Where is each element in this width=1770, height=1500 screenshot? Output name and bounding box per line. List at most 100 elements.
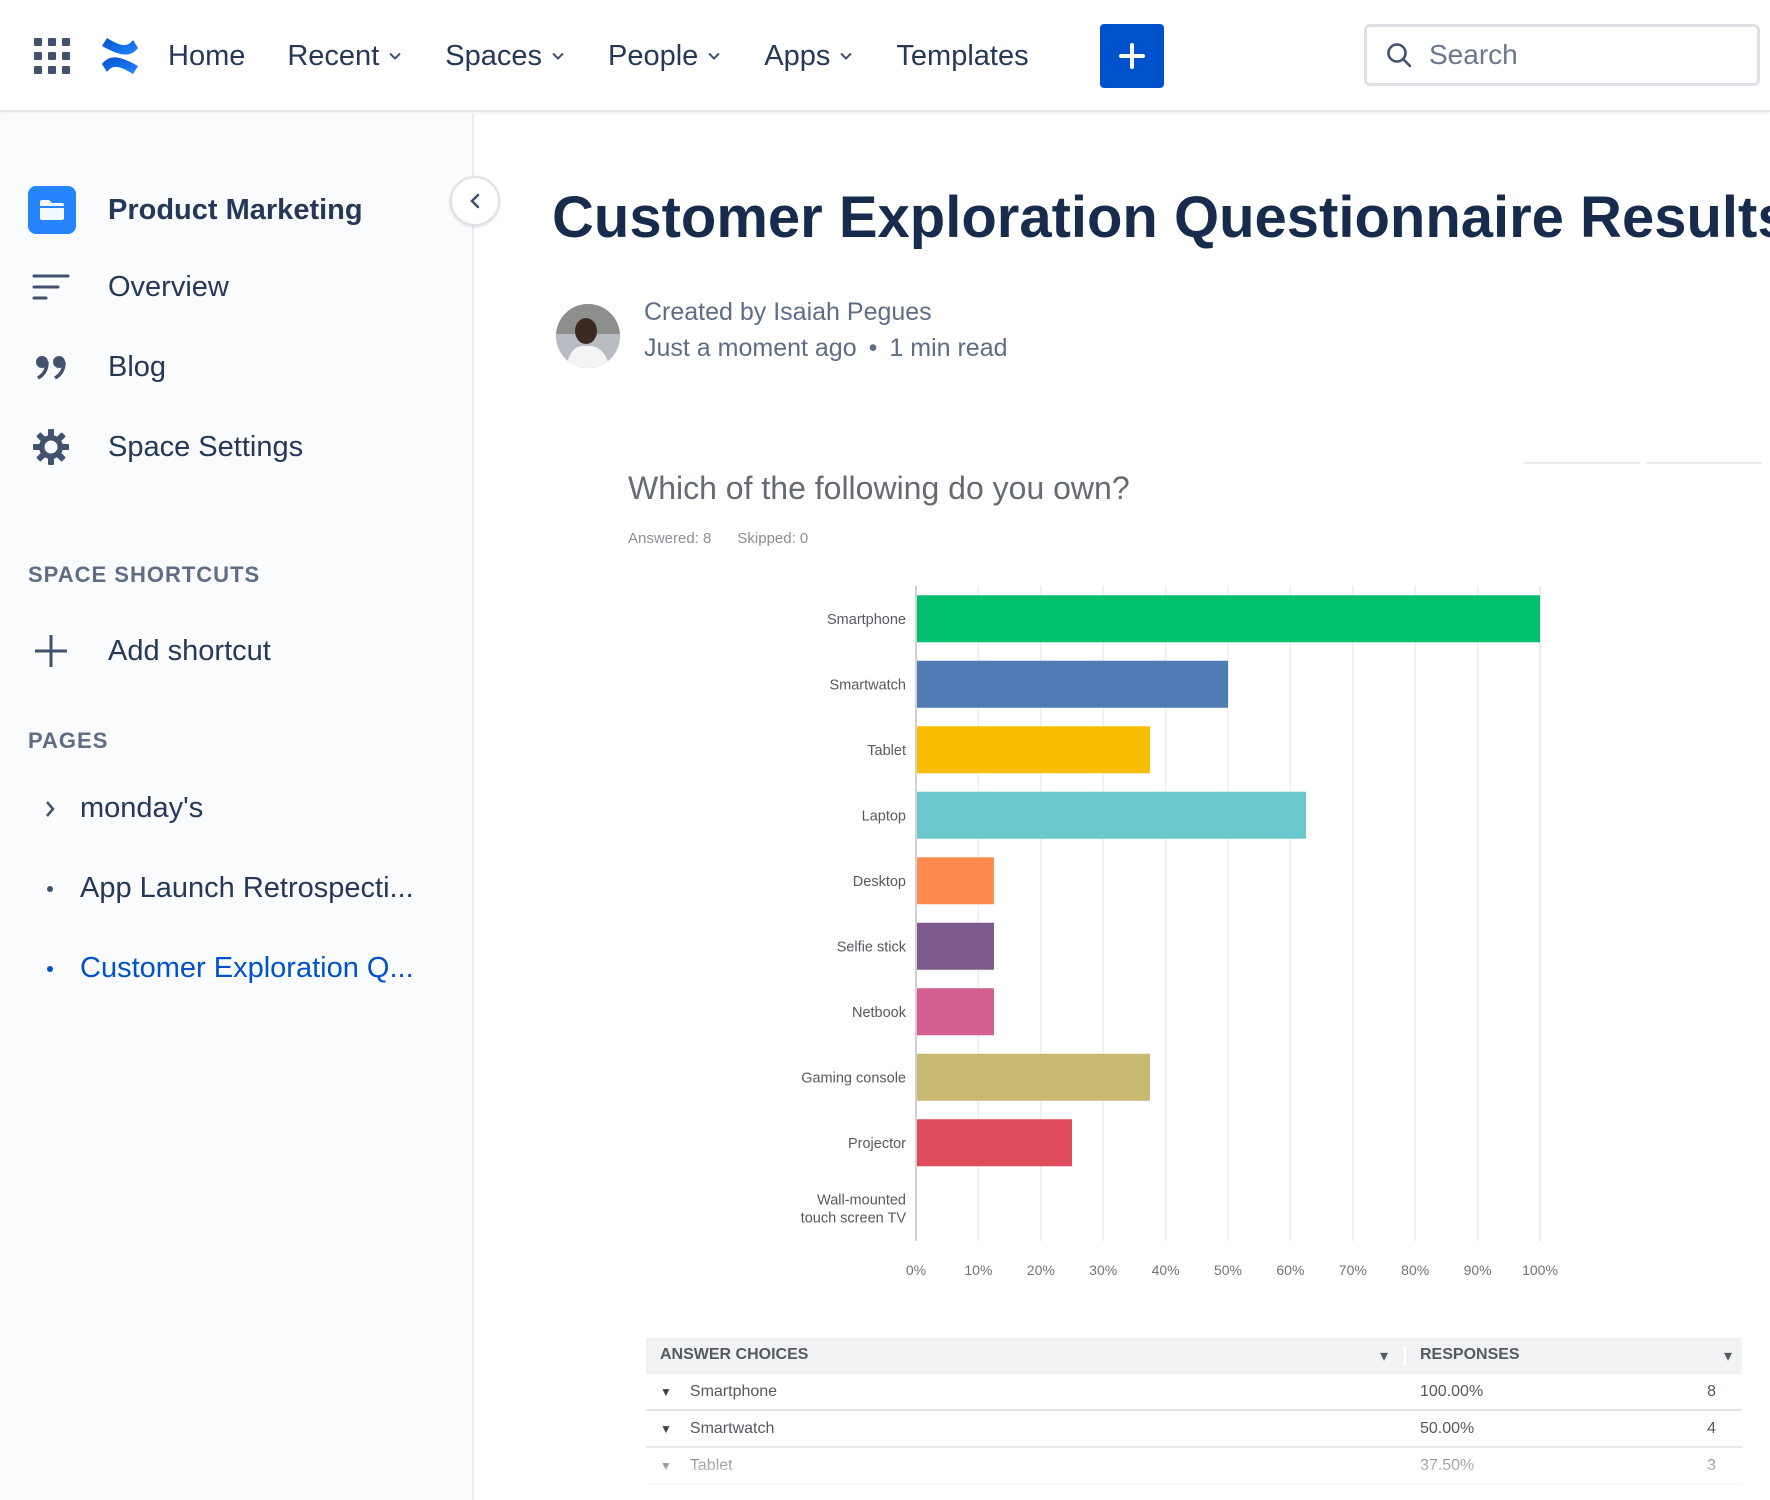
- chevron-down-icon: [552, 52, 564, 60]
- space-shortcuts-heading: SPACE SHORTCUTS: [28, 562, 261, 587]
- x-tick-label: 60%: [1276, 1262, 1304, 1278]
- x-tick-label: 50%: [1214, 1262, 1242, 1278]
- read-time: 1 min read: [889, 334, 1008, 362]
- category-label: Smartwatch: [829, 677, 906, 693]
- search-box[interactable]: [1364, 24, 1760, 86]
- x-tick-label: 80%: [1401, 1262, 1429, 1278]
- category-label: Gaming console: [801, 1070, 906, 1086]
- table-header: ANSWER CHOICES ▾ RESPONSES ▾: [646, 1338, 1742, 1374]
- bullet-icon: [40, 965, 60, 972]
- expand-caret-icon[interactable]: ▼: [660, 1384, 672, 1399]
- skipped-count: Skipped: 0: [737, 530, 809, 547]
- page-item-label: App Launch Retrospecti...: [80, 872, 414, 904]
- chevron-down-icon: [708, 52, 721, 60]
- responses-header[interactable]: RESPONSES ▾: [1406, 1346, 1742, 1366]
- plus-icon: [1119, 43, 1145, 69]
- search-input[interactable]: [1429, 39, 1729, 71]
- bar-laptop: [917, 791, 1306, 839]
- sort-caret-icon: ▾: [1723, 1348, 1732, 1365]
- app-switcher-icon[interactable]: [34, 38, 70, 74]
- response-percent: 50.00%: [1420, 1419, 1475, 1437]
- nav-recent-label: Recent: [287, 39, 380, 72]
- chevron-down-icon: [840, 52, 853, 60]
- page-item-app-launch-retrospective[interactable]: App Launch Retrospecti...: [40, 872, 414, 905]
- sidebar: Product Marketing Overview Blog: [0, 114, 474, 1500]
- confluence-logo-icon[interactable]: [98, 34, 142, 78]
- response-count: 8: [1707, 1382, 1716, 1400]
- sidebar-item-label: Blog: [108, 350, 167, 383]
- nav-apps[interactable]: Apps: [764, 40, 854, 73]
- bar-selfie-stick: [917, 922, 994, 970]
- table-row: ▼ Smartphone 100.00% 8: [646, 1374, 1742, 1411]
- space-name: Product Marketing: [108, 193, 363, 226]
- chevron-right-icon[interactable]: [40, 799, 60, 819]
- nav-recent[interactable]: Recent: [287, 40, 403, 73]
- responses-header-label: RESPONSES: [1420, 1346, 1520, 1363]
- nav-home[interactable]: Home: [168, 40, 245, 73]
- gear-icon: [30, 426, 72, 468]
- folder-icon: [40, 200, 64, 220]
- x-tick-label: 30%: [1089, 1262, 1117, 1278]
- answer-choice-cell: ▼ Smartphone: [646, 1383, 1406, 1401]
- page-item-label: Customer Exploration Q...: [80, 952, 414, 984]
- plus-icon: [30, 630, 72, 672]
- bar-gaming-console: [917, 1053, 1150, 1101]
- x-tick-label: 0%: [906, 1262, 926, 1278]
- nav-apps-label: Apps: [764, 39, 831, 72]
- category-label: Tablet: [867, 743, 906, 759]
- sidebar-item-blog[interactable]: Blog: [30, 346, 166, 388]
- survey-stats: Answered: 8 Skipped: 0: [628, 530, 834, 547]
- answered-count: Answered: 8: [628, 530, 712, 547]
- category-label: Laptop: [862, 808, 906, 824]
- page-item-customer-exploration[interactable]: Customer Exploration Q...: [40, 952, 414, 985]
- x-tick-label: 40%: [1152, 1262, 1180, 1278]
- survey-question: Which of the following do you own?: [628, 470, 1130, 506]
- nav-templates-label: Templates: [896, 39, 1029, 72]
- bar-smartwatch: [917, 660, 1228, 708]
- page-title: Customer Exploration Questionnaire Resul…: [552, 185, 1770, 250]
- nav-spaces[interactable]: Spaces: [445, 40, 566, 73]
- category-label: Wall-mounted touch screen TV: [801, 1192, 907, 1226]
- page-item-label: monday's: [80, 792, 204, 824]
- add-shortcut-button[interactable]: Add shortcut: [30, 630, 271, 672]
- top-navigation: Home Recent Spaces People Apps Templates: [0, 0, 1770, 112]
- bar-netbook: [917, 988, 994, 1036]
- category-label: Selfie stick: [837, 939, 907, 955]
- nav-menu: Home Recent Spaces People Apps Templates: [168, 0, 1071, 112]
- meta-separator: •: [868, 334, 878, 362]
- response-percent: 100.00%: [1420, 1382, 1484, 1400]
- collapse-sidebar-button[interactable]: [450, 176, 500, 226]
- survey-bar-chart: 0% 10% 20% 30% 40% 50% 60% 70% 80% 90% 100% Smartph…: [801, 586, 1558, 1278]
- bar-projector: [917, 1119, 1072, 1167]
- nav-templates[interactable]: Templates: [896, 40, 1028, 73]
- response-count: 4: [1707, 1419, 1716, 1437]
- answer-choices-header-label: ANSWER CHOICES: [660, 1346, 809, 1363]
- divider: [1524, 462, 1640, 464]
- category-label: Smartphone: [827, 612, 906, 628]
- bottom-fade: [480, 1440, 1770, 1500]
- last-updated: Just a moment ago: [644, 334, 857, 362]
- answer-choices-header[interactable]: ANSWER CHOICES ▾: [646, 1346, 1406, 1366]
- nav-spaces-label: Spaces: [445, 39, 542, 72]
- overview-icon: [30, 266, 72, 308]
- bullet-icon: [40, 885, 60, 892]
- create-button[interactable]: [1100, 24, 1164, 88]
- category-label: Projector: [848, 1136, 906, 1152]
- sidebar-item-space-settings[interactable]: Space Settings: [30, 426, 303, 468]
- expand-caret-icon[interactable]: ▼: [660, 1421, 672, 1436]
- sidebar-item-overview[interactable]: Overview: [30, 266, 229, 308]
- x-tick-label: 90%: [1464, 1262, 1492, 1278]
- sort-caret-icon: ▾: [1379, 1348, 1388, 1365]
- space-header[interactable]: Product Marketing: [28, 186, 363, 234]
- quote-icon: [30, 346, 72, 388]
- search-icon: [1387, 43, 1412, 68]
- nav-people[interactable]: People: [608, 40, 722, 73]
- created-by: Created by Isaiah Pegues: [644, 298, 932, 326]
- x-tick-label: 100%: [1522, 1262, 1558, 1278]
- x-tick-label: 20%: [1027, 1262, 1055, 1278]
- nav-home-label: Home: [168, 39, 246, 72]
- space-avatar: [28, 186, 76, 234]
- page-item-mondays[interactable]: monday's: [40, 792, 203, 825]
- x-tick-label: 70%: [1339, 1262, 1367, 1278]
- author-avatar[interactable]: [556, 304, 620, 368]
